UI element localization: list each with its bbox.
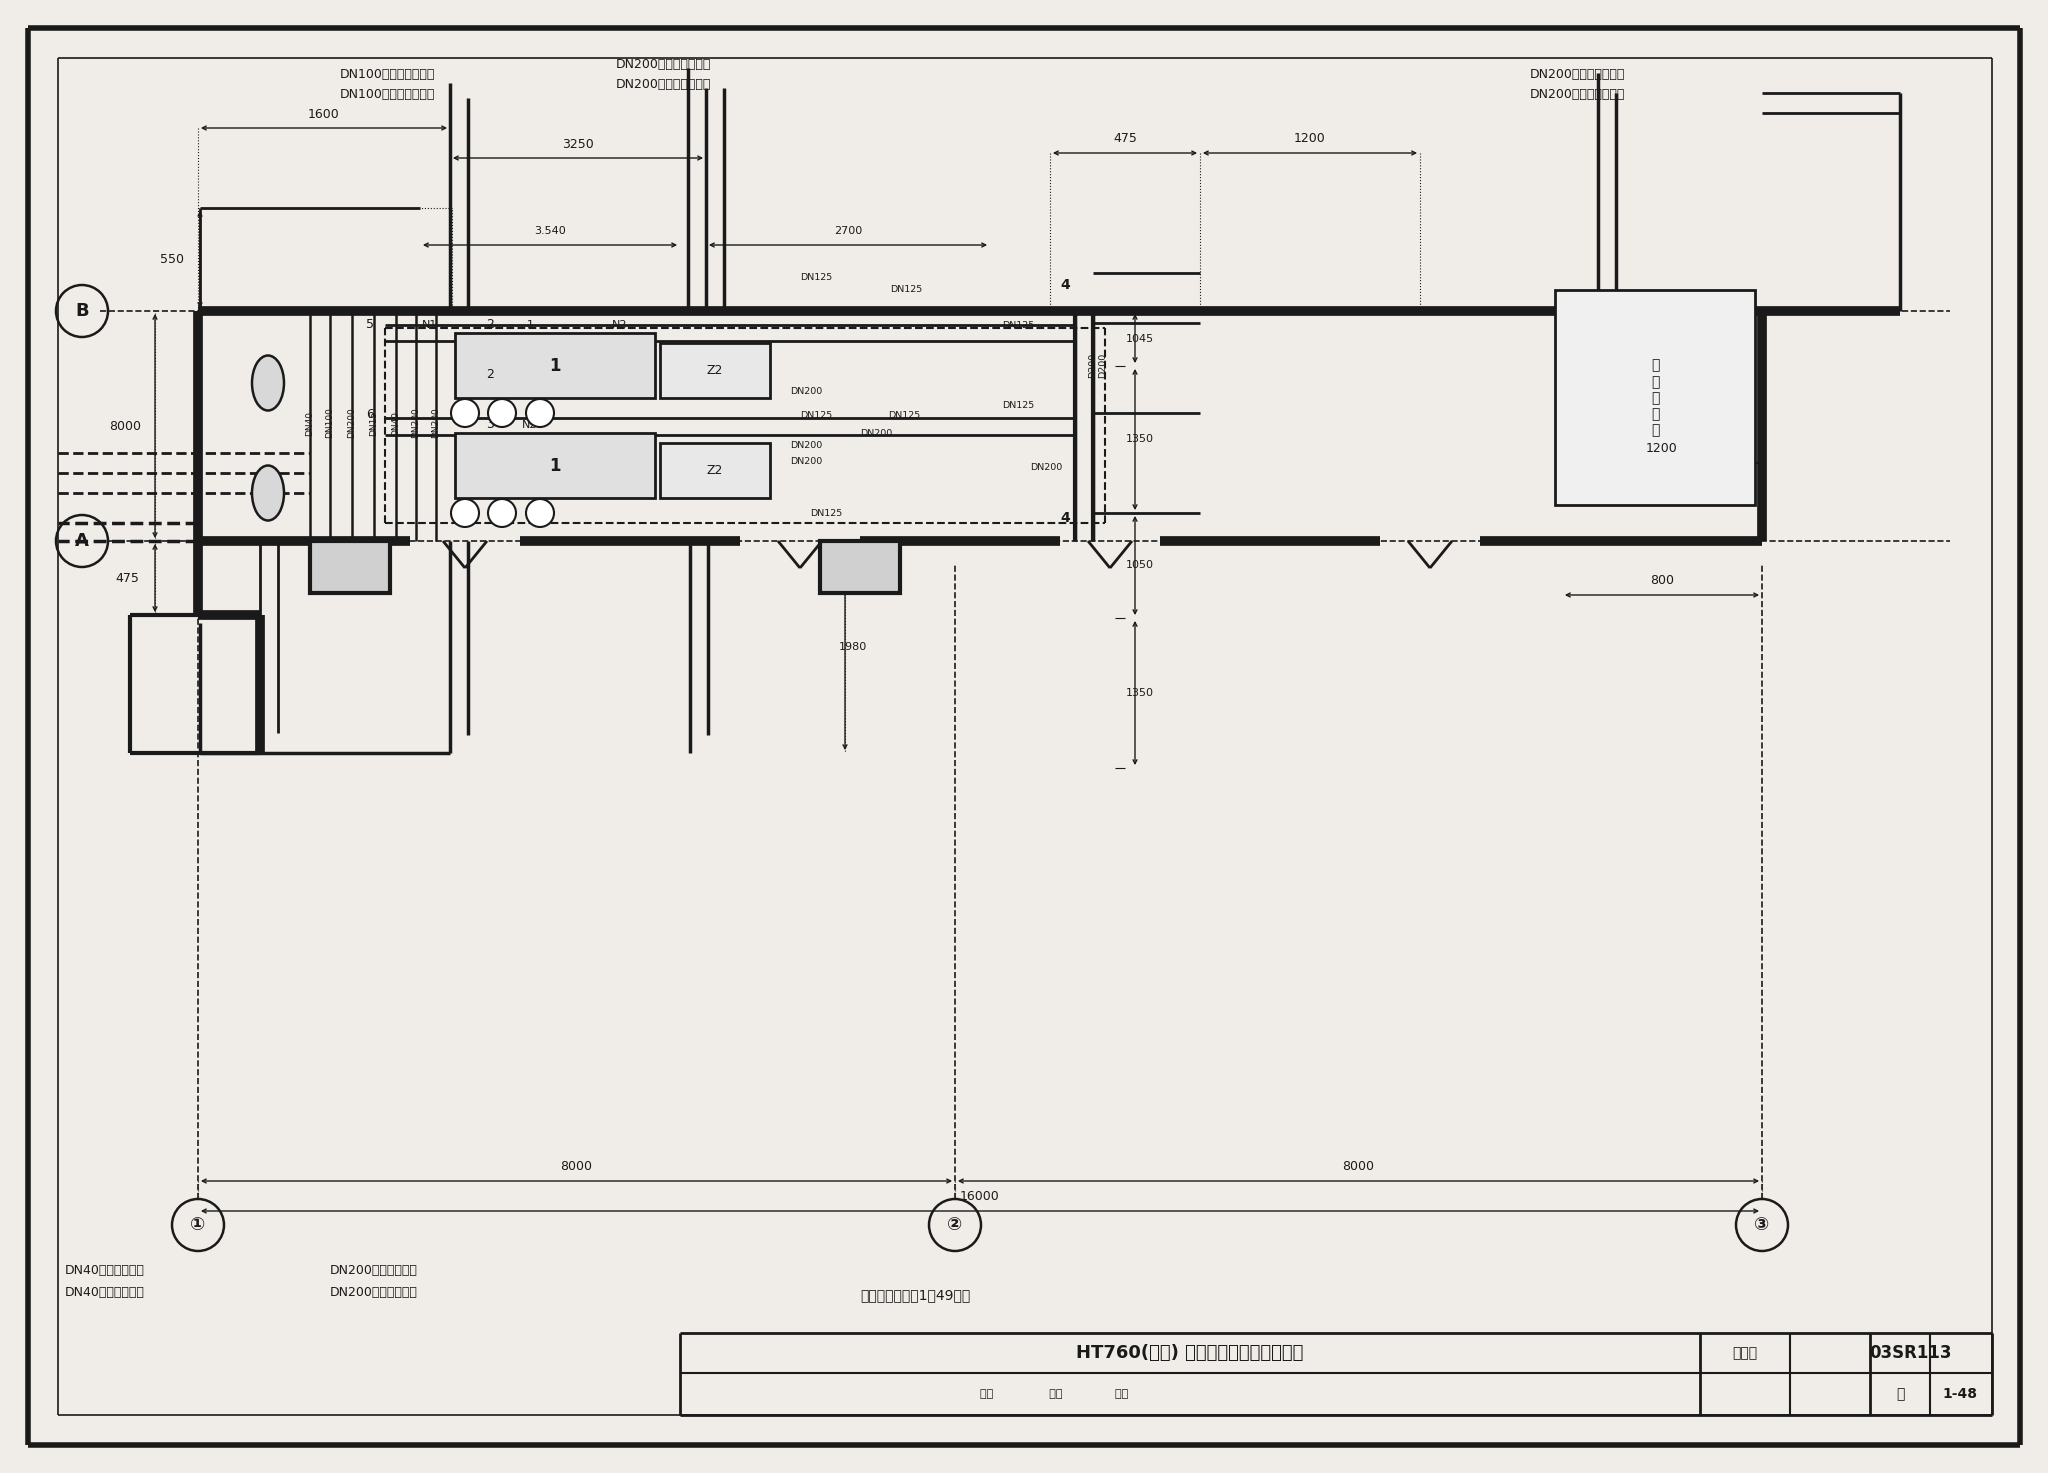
Text: 1980: 1980 xyxy=(840,642,866,653)
Text: 2: 2 xyxy=(485,318,494,331)
Text: 03SR113: 03SR113 xyxy=(1868,1343,1952,1363)
Text: DN40: DN40 xyxy=(391,411,401,436)
Text: A: A xyxy=(76,532,88,549)
Text: 1600: 1600 xyxy=(307,108,340,121)
Text: D200: D200 xyxy=(1087,352,1098,377)
Text: DN200: DN200 xyxy=(412,408,420,439)
Text: DN100接自末端供水管: DN100接自末端供水管 xyxy=(340,88,436,102)
Text: 2700: 2700 xyxy=(834,225,862,236)
Text: 475: 475 xyxy=(115,572,139,585)
Circle shape xyxy=(487,399,516,427)
Text: DN200接自末端回水管: DN200接自末端回水管 xyxy=(1530,69,1626,81)
Text: N2: N2 xyxy=(612,320,629,330)
Text: 5: 5 xyxy=(367,318,375,331)
Text: DN125: DN125 xyxy=(811,508,842,517)
Text: 8000: 8000 xyxy=(1343,1161,1374,1174)
Text: 审核                校对               设计: 审核 校对 设计 xyxy=(981,1389,1178,1399)
Circle shape xyxy=(451,499,479,527)
Text: DN100: DN100 xyxy=(326,408,334,439)
Text: 1045: 1045 xyxy=(1126,333,1155,343)
Text: 注：设备表见第1－49页。: 注：设备表见第1－49页。 xyxy=(860,1287,971,1302)
Text: DN125: DN125 xyxy=(889,411,920,420)
Bar xyxy=(659,343,770,398)
Bar xyxy=(455,333,655,398)
Text: DN200接末端供水管: DN200接末端供水管 xyxy=(330,1264,418,1277)
Text: DN200接自二次回水管: DN200接自二次回水管 xyxy=(616,59,711,72)
Text: 电
气
控
制
柜: 电 气 控 制 柜 xyxy=(1651,358,1659,437)
Text: 550: 550 xyxy=(160,253,184,267)
Text: 3.540: 3.540 xyxy=(535,225,565,236)
Text: DN40: DN40 xyxy=(305,411,315,436)
Text: ③: ③ xyxy=(1755,1217,1769,1234)
Text: N1: N1 xyxy=(422,320,438,330)
Text: 800: 800 xyxy=(1651,574,1673,588)
Bar xyxy=(819,541,899,594)
Text: 1050: 1050 xyxy=(1126,561,1153,570)
Text: 1: 1 xyxy=(526,320,532,330)
Text: 2: 2 xyxy=(485,368,494,382)
Text: Z2: Z2 xyxy=(707,464,723,477)
Text: 1: 1 xyxy=(549,356,561,376)
Text: 图集号: 图集号 xyxy=(1733,1346,1757,1360)
Bar xyxy=(309,541,389,594)
Text: DN125: DN125 xyxy=(891,286,922,295)
Circle shape xyxy=(526,399,555,427)
Ellipse shape xyxy=(252,355,285,411)
Circle shape xyxy=(526,499,555,527)
Text: 475: 475 xyxy=(1112,133,1137,146)
Text: DN200: DN200 xyxy=(791,386,821,395)
Text: 1200: 1200 xyxy=(1647,442,1677,455)
Text: DN200接自末端供水管: DN200接自末端供水管 xyxy=(1530,88,1626,102)
Circle shape xyxy=(451,399,479,427)
Text: DN200: DN200 xyxy=(860,429,893,437)
Text: 1350: 1350 xyxy=(1126,688,1153,698)
Ellipse shape xyxy=(252,465,285,520)
Text: DN15: DN15 xyxy=(369,411,379,436)
Text: DN125: DN125 xyxy=(1001,321,1034,330)
Text: DN40接末端供水管: DN40接末端供水管 xyxy=(66,1264,145,1277)
Text: ②: ② xyxy=(948,1217,963,1234)
Bar xyxy=(1554,290,1755,505)
Text: N2: N2 xyxy=(522,420,539,430)
Text: Z2: Z2 xyxy=(707,364,723,377)
Text: 1-48: 1-48 xyxy=(1942,1388,1978,1401)
Text: ①: ① xyxy=(190,1217,205,1234)
Text: B: B xyxy=(76,302,88,320)
Text: DN200: DN200 xyxy=(432,408,440,439)
Text: 1: 1 xyxy=(549,457,561,474)
Text: 1350: 1350 xyxy=(1126,435,1153,445)
Text: 8000: 8000 xyxy=(561,1161,592,1174)
Text: 16000: 16000 xyxy=(961,1190,999,1203)
Text: 6: 6 xyxy=(367,408,375,421)
Text: 8000: 8000 xyxy=(109,420,141,433)
Bar xyxy=(659,443,770,498)
Text: 4: 4 xyxy=(1061,511,1069,524)
Text: DN200: DN200 xyxy=(1030,464,1063,473)
Text: 4: 4 xyxy=(1061,278,1069,292)
Text: 页: 页 xyxy=(1896,1388,1905,1401)
Text: DN125: DN125 xyxy=(801,274,831,283)
Text: DN200: DN200 xyxy=(348,408,356,439)
Text: DN200: DN200 xyxy=(791,457,821,465)
Text: DN200接自二次供水管: DN200接自二次供水管 xyxy=(616,78,711,91)
Text: D200: D200 xyxy=(1098,352,1108,377)
Text: 3: 3 xyxy=(485,418,494,432)
Text: DN100接自末端回水管: DN100接自末端回水管 xyxy=(340,69,436,81)
Text: DN125: DN125 xyxy=(1001,401,1034,409)
Text: DN125: DN125 xyxy=(801,411,831,420)
Text: DN40接末端回水管: DN40接末端回水管 xyxy=(66,1286,145,1299)
Text: 1200: 1200 xyxy=(1294,133,1325,146)
Text: HT760(二台) 冷热源设备及管道平面图: HT760(二台) 冷热源设备及管道平面图 xyxy=(1077,1343,1305,1363)
Text: DN200: DN200 xyxy=(791,440,821,449)
Bar xyxy=(455,433,655,498)
Text: DN200接末端回水管: DN200接末端回水管 xyxy=(330,1286,418,1299)
Text: 3250: 3250 xyxy=(561,137,594,150)
Circle shape xyxy=(487,499,516,527)
